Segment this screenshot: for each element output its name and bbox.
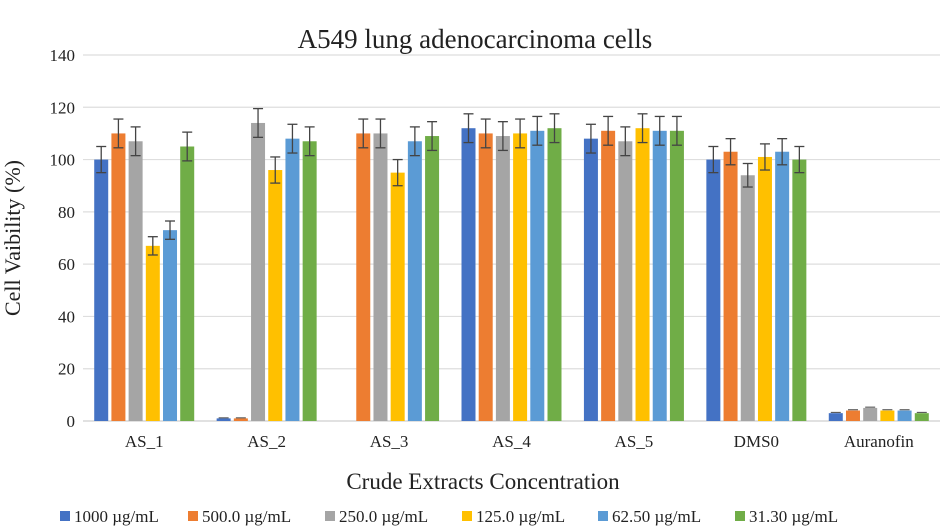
bar [863,407,878,421]
legend-label: 1000 µg/mL [74,507,159,526]
y-tick-label: 20 [58,360,75,379]
bar [145,245,160,421]
bar [757,156,772,421]
bar [530,130,545,422]
bar [914,413,929,421]
bar [478,133,493,421]
bar [792,159,807,422]
x-tick-label: AS_4 [492,432,531,451]
bar [163,230,178,421]
bar [111,133,126,421]
y-tick-label: 40 [58,307,75,326]
bar [495,136,510,422]
bar [128,141,143,421]
y-tick-label: 120 [50,98,76,117]
legend-swatch [735,511,745,521]
bar [583,138,598,421]
x-tick-label: AS_3 [370,432,409,451]
bar [652,130,667,422]
bar [547,128,562,421]
x-tick-label: DMS0 [734,432,779,451]
y-axis-label: Cell Vaibility (%) [0,160,25,316]
y-axis-ticks: 0 20 40 60 80 100 120 140 [50,46,76,431]
legend-label: 31.30 µg/mL [749,507,838,526]
bar [461,128,476,421]
x-tick-label: AS_2 [247,432,286,451]
chart-title: A549 lung adenocarcinoma cells [298,24,653,54]
bars [94,107,929,422]
bar [618,141,633,421]
gridlines [83,54,940,422]
y-tick-label: 60 [58,255,75,274]
legend-swatch [325,511,335,521]
bar [373,133,388,421]
bar [425,136,440,422]
bar [268,170,283,421]
legend-label: 250.0 µg/mL [339,507,428,526]
legend-label: 500.0 µg/mL [202,507,291,526]
bar [845,410,860,421]
y-tick-label: 100 [50,151,76,170]
bar [706,159,721,422]
legend-swatch [60,511,70,521]
bar [740,175,755,421]
legend-swatch [188,511,198,521]
bar [635,128,650,421]
y-tick-label: 80 [58,203,75,222]
legend-label: 125.0 µg/mL [476,507,565,526]
bar [390,172,405,421]
legend: 1000 µg/mL 500.0 µg/mL 250.0 µg/mL 125.0 µg… [60,507,838,526]
bar [302,141,317,421]
x-tick-label: AS_5 [615,432,654,451]
bar [723,151,738,421]
bar [216,418,231,421]
bar [233,418,248,421]
bar [180,146,195,421]
bar [407,141,422,421]
x-tick-label: AS_1 [125,432,164,451]
legend-swatch [462,511,472,521]
bar [513,133,528,421]
bar [669,130,684,422]
bar [828,413,843,421]
y-tick-label: 140 [50,46,76,65]
bar [251,122,266,421]
bar [775,151,790,421]
bar [285,138,300,421]
x-tick-label: Auranofin [844,432,914,451]
bar [601,130,616,422]
x-axis-ticks: AS_1 AS_2 AS_3 AS_4 AS_5 DMS0 Auranofin [125,432,914,451]
legend-label: 62.50 µg/mL [612,507,701,526]
bar [94,159,109,422]
bar [897,410,912,421]
y-tick-label: 0 [67,412,76,431]
bar [880,410,895,421]
bar [356,133,371,421]
x-axis-label: Crude Extracts Concentration [346,469,620,494]
legend-swatch [598,511,608,521]
